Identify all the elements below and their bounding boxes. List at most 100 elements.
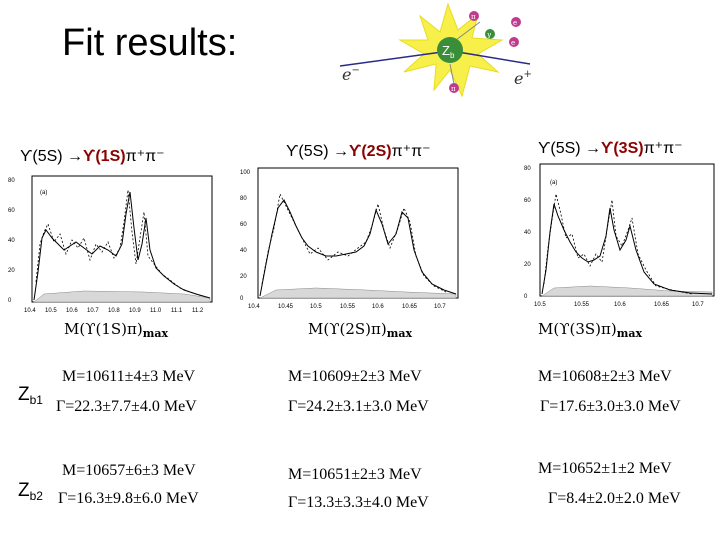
histogram-plot-3s: 80 60 40 20 0 (a) 10.5 10.55 10.6 10.65 … bbox=[520, 160, 718, 310]
x-tick-label: 10.5 bbox=[534, 302, 546, 308]
background-band bbox=[33, 290, 211, 303]
histogram-plot-2s: 100 80 60 40 20 0 10.4 10.45 10.5 10.55 … bbox=[236, 164, 464, 314]
process-prefix: ϒ(5S) → bbox=[538, 140, 602, 157]
plot-frame bbox=[539, 163, 715, 297]
mmax-sub: max bbox=[616, 327, 643, 340]
mmax-sub: max bbox=[142, 327, 169, 340]
beam-line-left bbox=[339, 51, 443, 67]
electron-label: e− bbox=[342, 65, 360, 84]
x-tick-label: 10.5 bbox=[310, 304, 322, 310]
fit-curve bbox=[541, 203, 713, 295]
process-label-2s: ϒ(5S) →ϒ(2S)π⁺π⁻ bbox=[286, 141, 431, 161]
y-tick-label: 40 bbox=[240, 248, 247, 254]
mmax-text: M(ϒ(1S)π) bbox=[64, 320, 143, 338]
mmax-label-1s: M(ϒ(1S)π)max bbox=[64, 320, 168, 340]
beam-line-right bbox=[457, 51, 531, 65]
zb1-label-sub: b1 bbox=[29, 393, 43, 407]
x-tick-label: 10.6 bbox=[372, 304, 384, 310]
zb1-width-2s: Γ=24.2±3.1±3.0 MeV bbox=[288, 398, 429, 415]
decay-line-down bbox=[449, 63, 455, 85]
y-tick-label: 0 bbox=[240, 296, 244, 302]
x-tick-label: 10.6 bbox=[614, 302, 626, 308]
zb2-label-sub: b2 bbox=[29, 489, 43, 503]
y-tick-label: 60 bbox=[524, 198, 531, 204]
data-points bbox=[543, 193, 693, 295]
process-state: ϒ(3S) bbox=[601, 140, 644, 157]
y-tick-label: 60 bbox=[240, 222, 247, 228]
x-tick-label: 10.55 bbox=[574, 302, 590, 308]
ee-label-1: e bbox=[513, 19, 517, 27]
mmax-text: M(ϒ(2S)π) bbox=[308, 320, 387, 338]
x-tick-label: 10.9 bbox=[129, 308, 141, 314]
process-suffix: π⁺π⁻ bbox=[391, 143, 431, 160]
process-label-3s: ϒ(5S) →ϒ(3S)π⁺π⁻ bbox=[538, 138, 683, 158]
x-tick-label: 10.65 bbox=[402, 304, 418, 310]
zb1-label: Zb1 bbox=[18, 384, 43, 407]
process-prefix: ϒ(5S) → bbox=[20, 148, 84, 165]
x-tick-label: 10.8 bbox=[108, 308, 120, 314]
mmax-text: M(ϒ(3S)π) bbox=[538, 320, 617, 338]
y-tick-label: 40 bbox=[524, 230, 531, 236]
zb2-label-text: Z bbox=[18, 480, 30, 501]
data-points bbox=[35, 189, 203, 297]
x-tick-label: 11.2 bbox=[192, 308, 204, 314]
x-tick-label: 10.6 bbox=[66, 308, 78, 314]
y-tick-label: 60 bbox=[8, 208, 15, 214]
ee-dot-2 bbox=[509, 37, 519, 47]
zb1-mass-2s: M=10609±2±3 MeV bbox=[288, 368, 422, 385]
y-tick-label: 80 bbox=[240, 196, 247, 202]
decay-diagram: Zb π γ e e π e− e+ bbox=[339, 2, 532, 98]
y-tick-label: 80 bbox=[524, 166, 531, 172]
plot-frame bbox=[31, 175, 213, 303]
zb2-mass-2s: M=10651±2±3 MeV bbox=[288, 466, 422, 483]
zb2-width-1s: Γ=16.3±9.8±6.0 MeV bbox=[58, 490, 199, 507]
y-tick-label: 100 bbox=[240, 170, 251, 176]
x-tick-label: 10.7 bbox=[434, 304, 446, 310]
mmax-sub: max bbox=[386, 327, 413, 340]
x-tick-label: 10.45 bbox=[278, 304, 294, 310]
gamma-label: γ bbox=[487, 31, 491, 39]
process-suffix: π⁺π⁻ bbox=[125, 148, 165, 165]
zb2-width-2s: Γ=13.3±3.3±4.0 MeV bbox=[288, 494, 429, 511]
x-tick-label: 10.4 bbox=[24, 308, 36, 314]
background-band bbox=[541, 285, 713, 297]
x-tick-label: 10.65 bbox=[654, 302, 670, 308]
ee-dot-1 bbox=[511, 17, 521, 27]
pi-bottom-dot bbox=[449, 83, 459, 93]
zb1-width-3s: Γ=17.6±3.0±3.0 MeV bbox=[540, 398, 681, 415]
fit-curve bbox=[259, 199, 457, 297]
mmax-label-3s: M(ϒ(3S)π)max bbox=[538, 320, 642, 340]
zb2-label: Zb2 bbox=[18, 480, 43, 503]
panel-label: (a) bbox=[40, 190, 47, 196]
fit-curve bbox=[33, 191, 211, 301]
y-tick-label: 0 bbox=[524, 294, 528, 300]
x-tick-label: 10.55 bbox=[340, 304, 356, 310]
process-state: ϒ(2S) bbox=[349, 143, 392, 160]
zb1-label-text: Z bbox=[18, 384, 30, 405]
x-tick-label: 10.7 bbox=[692, 302, 704, 308]
panel-label: (a) bbox=[550, 180, 557, 186]
zb1-mass-1s: M=10611±4±3 MeV bbox=[62, 368, 196, 385]
y-tick-label: 40 bbox=[8, 238, 15, 244]
pi-bottom-label: π bbox=[451, 85, 456, 93]
process-state: ϒ(1S) bbox=[83, 148, 126, 165]
mmax-label-2s: M(ϒ(2S)π)max bbox=[308, 320, 412, 340]
y-tick-label: 20 bbox=[8, 268, 15, 274]
histogram-plot-1s: 80 60 40 20 0 (a) 10.4 10.5 10.6 10.7 10… bbox=[4, 172, 216, 318]
y-tick-label: 80 bbox=[8, 178, 15, 184]
background-band bbox=[259, 287, 457, 299]
x-tick-label: 10.5 bbox=[45, 308, 57, 314]
process-prefix: ϒ(5S) → bbox=[286, 143, 350, 160]
process-suffix: π⁺π⁻ bbox=[643, 140, 683, 157]
x-tick-label: 10.4 bbox=[248, 304, 260, 310]
slide-title: Fit results: bbox=[62, 22, 238, 64]
x-tick-label: 10.7 bbox=[87, 308, 99, 314]
zb2-width-3s: Γ=8.4±2.0±2.0 MeV bbox=[548, 490, 681, 507]
positron-label: e+ bbox=[514, 69, 532, 88]
x-tick-label: 11.0 bbox=[150, 308, 162, 314]
decay-line-up bbox=[455, 21, 481, 41]
y-tick-label: 20 bbox=[524, 262, 531, 268]
zb1-width-1s: Γ=22.3±7.7±4.0 MeV bbox=[56, 398, 197, 415]
data-points bbox=[261, 192, 447, 293]
y-tick-label: 0 bbox=[8, 298, 12, 304]
